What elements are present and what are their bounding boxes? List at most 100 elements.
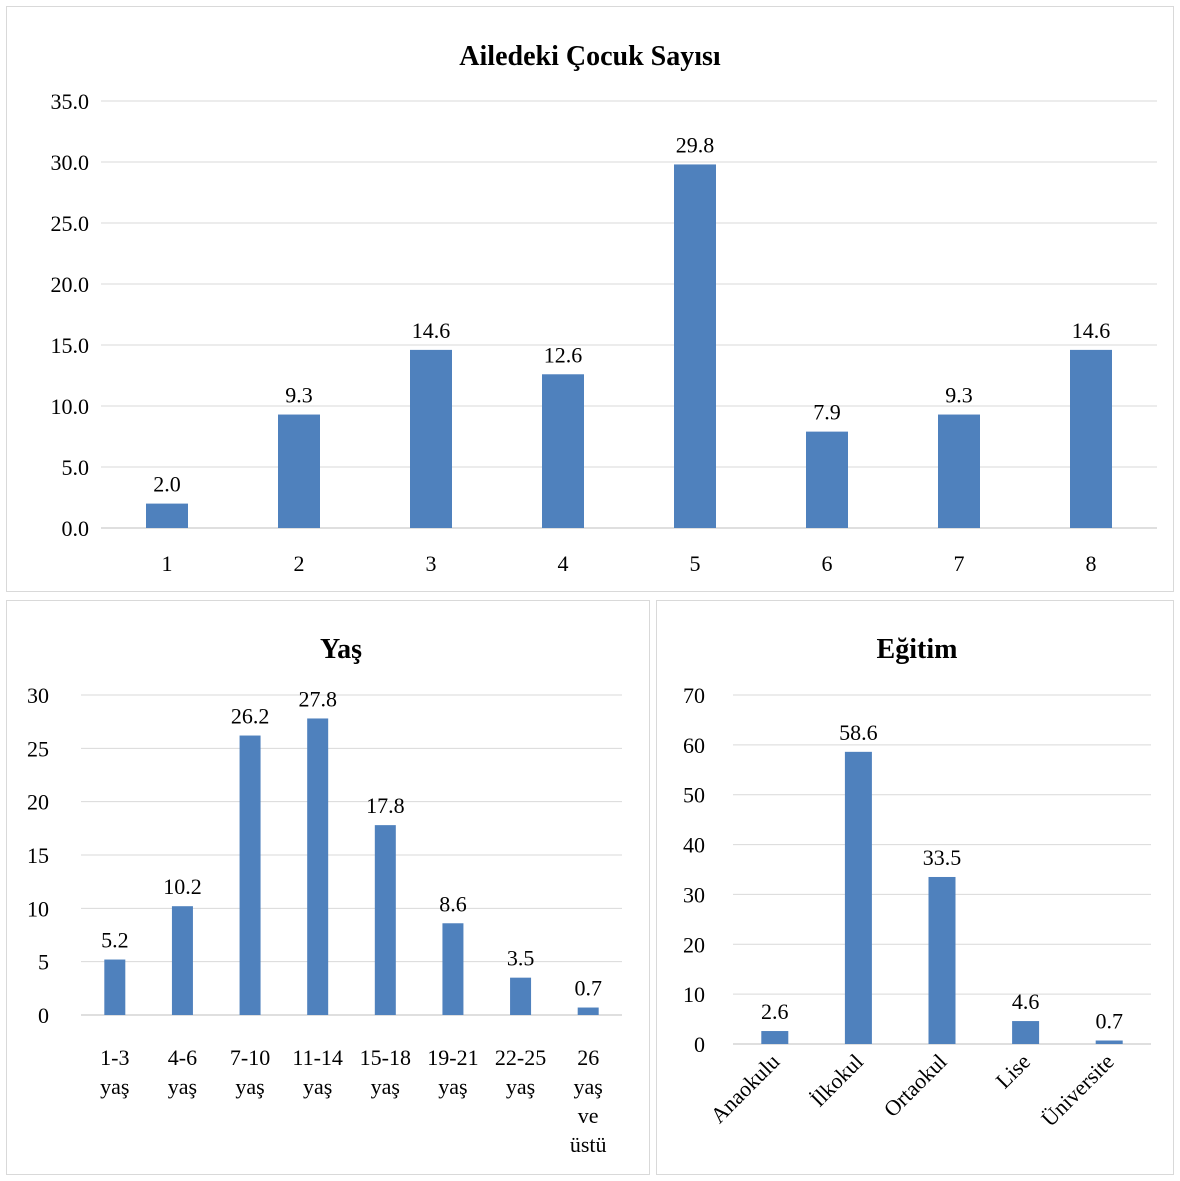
x-tick-label-line: İlkokul (805, 1049, 868, 1112)
data-label: 0.7 (1095, 1009, 1123, 1034)
x-tick-label-line: 4-6 (168, 1045, 197, 1070)
data-label: 0.7 (574, 976, 602, 1001)
bar (938, 414, 980, 528)
y-tick-label: 20 (27, 790, 49, 815)
chart-panel-child-count: Ailedeki Çocuk Sayısı 0.0 5.0 10.0 15.0 20.0… (6, 6, 1174, 592)
y-tick-label: 0 (694, 1032, 705, 1057)
y-tick-label: 0.0 (62, 516, 90, 541)
x-tick-label-line: Üniversite (1036, 1049, 1118, 1131)
y-tick-label: 30 (683, 882, 705, 907)
bar (1012, 1021, 1040, 1044)
x-tick-label: 15-18 yaş (360, 1045, 411, 1099)
y-tick-label: 15 (27, 843, 49, 868)
age-chart: Yaş 0 5 10 15 20 25 30 5.2 1-3 yaş 10.2 4-6 yaş 26.2 7… (27, 634, 622, 1157)
bar (374, 825, 396, 1015)
x-tick-label: 11-14 yaş (292, 1045, 343, 1099)
x-tick-label-line: yaş (168, 1074, 197, 1099)
data-label: 17.8 (366, 793, 405, 818)
y-tick-label: 10 (683, 982, 705, 1007)
y-tick-label: 40 (683, 833, 705, 858)
y-tick-label: 30.0 (51, 150, 90, 175)
y-tick-label: 20 (683, 932, 705, 957)
x-tick-label: 19-21 yaş (427, 1045, 478, 1099)
x-tick-label-line: yaş (506, 1074, 535, 1099)
data-label: 5.2 (101, 928, 129, 953)
data-label: 7.9 (813, 400, 841, 425)
bar (510, 977, 532, 1015)
bar (761, 1031, 789, 1044)
x-tick-label-line: yaş (574, 1074, 603, 1099)
child-count-chart: Ailedeki Çocuk Sayısı 0.0 5.0 10.0 15.0 20.0… (51, 41, 1157, 576)
data-label: 2.6 (761, 999, 789, 1024)
data-label: 27.8 (298, 686, 337, 711)
x-tick-label-line: Lise (991, 1049, 1035, 1093)
chart-title: Eğitim (877, 634, 958, 665)
data-label: 14.6 (1072, 318, 1111, 343)
bar (410, 349, 452, 528)
x-tick-label-line: 3 (426, 551, 437, 576)
bar (278, 414, 320, 528)
x-tick-label: 8 (1086, 551, 1097, 576)
x-tick-label: 2 (294, 551, 305, 576)
x-tick-label-line: 1 (162, 551, 173, 576)
x-tick-label: 7 (954, 551, 965, 576)
x-tick-label-line: 22-25 (495, 1045, 546, 1070)
bar (1095, 1040, 1123, 1044)
chart-panel-age: Yaş 0 5 10 15 20 25 30 5.2 1-3 yaş 10.2 4-6 yaş 26.2 7… (6, 600, 650, 1175)
x-tick-label: İlkokul (805, 1049, 868, 1112)
data-label: 10.2 (163, 874, 202, 899)
x-tick-label-line: yaş (303, 1074, 332, 1099)
data-label: 4.6 (1012, 989, 1040, 1014)
y-tick-label: 10.0 (51, 394, 90, 419)
data-label: 12.6 (544, 342, 583, 367)
x-tick-label: 4-6 yaş (168, 1045, 197, 1099)
x-tick-label-line: 4 (558, 551, 569, 576)
x-tick-label-line: 11-14 (292, 1045, 343, 1070)
x-tick-label: 1-3 yaş (100, 1045, 129, 1099)
x-tick-label: Lise (991, 1049, 1035, 1093)
x-tick-label: 22-25 yaş (495, 1045, 546, 1099)
x-tick-label-line: 15-18 (360, 1045, 411, 1070)
data-label: 58.6 (839, 720, 878, 745)
x-tick-label: 6 (822, 551, 833, 576)
x-tick-label-line: 1-3 (100, 1045, 129, 1070)
x-tick-label-line: 8 (1086, 551, 1097, 576)
bar (171, 906, 193, 1015)
y-tick-label: 60 (683, 733, 705, 758)
y-tick-label: 35.0 (51, 89, 90, 114)
bar (674, 164, 716, 528)
data-label: 9.3 (945, 383, 973, 408)
bar (928, 876, 956, 1044)
x-tick-label-line: üstü (570, 1132, 607, 1157)
x-tick-label-line: yaş (235, 1074, 264, 1099)
x-tick-label-line: yaş (438, 1074, 467, 1099)
y-tick-label: 20.0 (51, 272, 90, 297)
x-tick-label-line: 7 (954, 551, 965, 576)
data-label: 29.8 (676, 132, 715, 157)
bar (577, 1007, 599, 1015)
chart-panel-education: Eğitim 0 10 20 30 40 50 60 70 2.6 Anaokulu 58.6 İlk… (656, 600, 1174, 1175)
data-label: 14.6 (412, 318, 451, 343)
bar (542, 374, 584, 528)
x-tick-label-line: Ortaokul (879, 1049, 952, 1122)
data-label: 2.0 (153, 472, 181, 497)
data-label: 26.2 (231, 704, 270, 729)
bar (844, 751, 872, 1044)
bar (104, 959, 126, 1015)
x-tick-label: 7-10 yaş (230, 1045, 270, 1099)
chart-title: Ailedeki Çocuk Sayısı (459, 41, 721, 72)
x-tick-label-line: 7-10 (230, 1045, 270, 1070)
y-tick-label: 15.0 (51, 333, 90, 358)
y-tick-label: 30 (27, 683, 49, 708)
chart-title: Yaş (320, 634, 362, 665)
y-tick-label: 0 (38, 1003, 49, 1028)
x-tick-label-line: 5 (690, 551, 701, 576)
x-tick-label-line: Anaokulu (705, 1049, 784, 1128)
x-tick-label: 1 (162, 551, 173, 576)
x-tick-label-line: 6 (822, 551, 833, 576)
x-tick-label-line: 2 (294, 551, 305, 576)
x-tick-label: Üniversite (1036, 1049, 1118, 1131)
y-tick-label: 25.0 (51, 211, 90, 236)
y-tick-label: 5 (38, 950, 49, 975)
y-tick-label: 10 (27, 896, 49, 921)
